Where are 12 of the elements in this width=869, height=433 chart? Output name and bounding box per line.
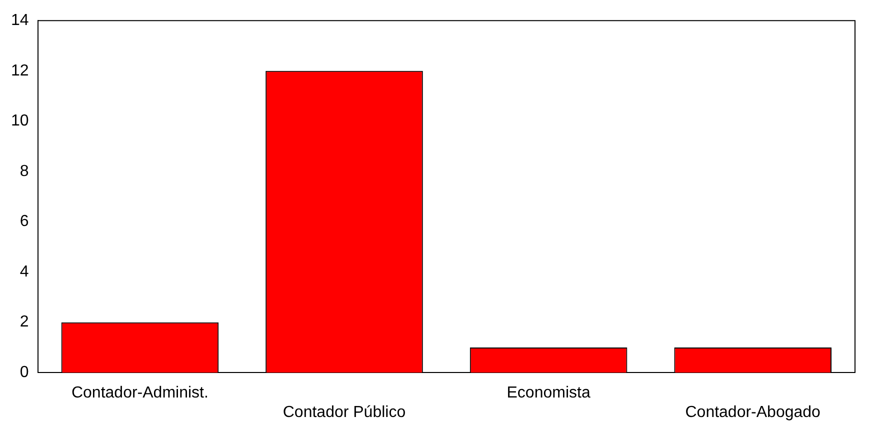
x-tick-label: Contador-Abogado — [685, 404, 821, 421]
y-tick-label: 8 — [20, 162, 29, 180]
x-tick-label: Economista — [506, 384, 590, 402]
x-tick-label: Contador-Administ. — [71, 384, 208, 402]
y-tick-label: 4 — [20, 263, 29, 280]
y-tick-label: 10 — [11, 112, 29, 130]
y-tick-label: 14 — [11, 12, 29, 30]
y-tick-label: 12 — [11, 62, 29, 80]
y-tick-label: 0 — [20, 364, 29, 382]
x-tick-label: Contador Público — [282, 404, 406, 421]
y-tick-label: 6 — [20, 213, 29, 230]
y-tick-label: 2 — [20, 314, 29, 331]
